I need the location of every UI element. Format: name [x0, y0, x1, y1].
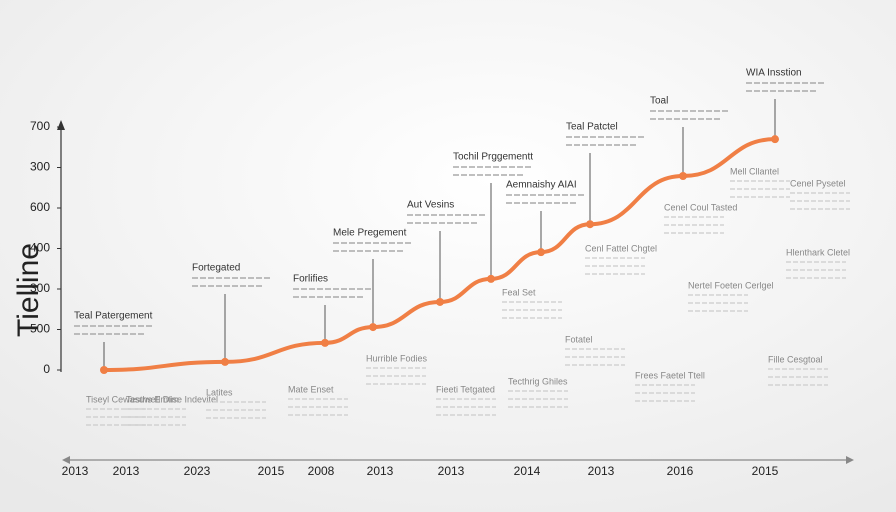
y-tick-label: 700	[30, 119, 50, 133]
note: Fieeti Tetgated	[436, 384, 495, 394]
note: Fille Cesgtoal	[768, 354, 823, 364]
point	[369, 323, 377, 332]
x-tick-label: 2013	[438, 464, 465, 478]
annotation-title: Tochil Prggementt	[453, 152, 533, 163]
y-tick-label: 300	[30, 281, 50, 295]
point	[436, 297, 444, 306]
note: Tecthrig Ghiles	[508, 376, 568, 386]
y-tick-label: 400	[30, 241, 50, 255]
line	[102, 137, 777, 372]
note: Cenel Pysetel	[790, 178, 846, 188]
x-tick-label: 2013	[588, 464, 615, 478]
annotation-title: Teal Patergement	[74, 311, 153, 322]
note: Mell Cllantel	[730, 166, 779, 176]
note: Hlenthark Cletel	[786, 247, 850, 257]
note: Tiseyl Cewasuwetl Dim	[86, 394, 179, 404]
x-tick-label: 2015	[752, 464, 779, 478]
x-tick-label: 2016	[667, 464, 694, 478]
note: Hurrible Fodies	[366, 353, 428, 363]
point	[321, 338, 329, 347]
point	[100, 366, 108, 374]
point	[586, 220, 594, 229]
note: Latites	[206, 387, 233, 397]
y-tick-label: 600	[30, 200, 50, 214]
y-tick-label: 0	[43, 362, 50, 376]
point	[487, 274, 495, 283]
y-tick-label: 500	[30, 322, 50, 336]
note: Tesths Emtise Indevitel	[126, 394, 218, 404]
note: Cenel Coul Tasted	[664, 202, 737, 212]
point	[679, 172, 687, 181]
note: Cenl Fattel Chgtel	[585, 243, 657, 253]
annotation-title: Aemnaishy AIAI	[506, 180, 577, 191]
annotation-title: Fortegated	[192, 263, 240, 274]
note: Feal Set	[502, 287, 536, 297]
note: Mate Enset	[288, 384, 334, 394]
point	[221, 357, 229, 366]
annotation-title: Mele Pregement	[333, 228, 407, 239]
x-tick-label: 2014	[514, 464, 541, 478]
annotation-title: WIA Insstion	[746, 68, 802, 79]
y-tick-label: 300	[30, 160, 50, 174]
note: Frees Faetel Ttell	[635, 370, 705, 380]
x-tick-label: 2013	[113, 464, 140, 478]
annotation-title: Aut Vesins	[407, 200, 454, 211]
x-tick-label: 2023	[184, 464, 211, 478]
x-tick-label: 2013	[62, 464, 89, 478]
note: Fotatel	[565, 334, 593, 344]
x-tick-label: 2008	[308, 464, 335, 478]
x-tick-label: 2015	[258, 464, 285, 478]
annotation-title: Teal Patctel	[566, 122, 618, 133]
point	[537, 248, 545, 257]
x-tick-label: 2013	[367, 464, 394, 478]
annotation-title: Toal	[650, 96, 668, 107]
note: Nertel Foeten Cerlgel	[688, 280, 774, 290]
y-axis-title: Tielline	[12, 243, 45, 337]
annotation-title: Forlifies	[293, 274, 328, 285]
point	[771, 135, 779, 144]
